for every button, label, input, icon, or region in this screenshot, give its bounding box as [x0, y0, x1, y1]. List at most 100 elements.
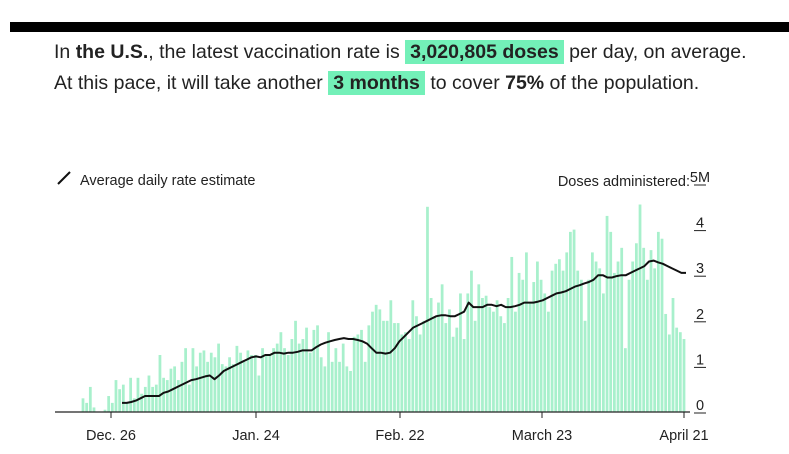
bar — [129, 377, 133, 412]
y-tick-label: 0 — [696, 398, 704, 414]
bar — [349, 370, 352, 412]
bar — [470, 270, 473, 412]
bar — [356, 334, 360, 412]
bar — [125, 402, 129, 412]
x-tick-label: Feb. 22 — [375, 428, 424, 444]
y-tick-label: 2 — [696, 307, 704, 323]
bar — [404, 332, 407, 412]
bar — [389, 300, 393, 412]
bar — [616, 261, 620, 412]
bar — [649, 250, 653, 412]
bar — [224, 366, 228, 412]
bar — [462, 339, 466, 412]
bar — [107, 396, 111, 412]
headline-text: , the latest vaccination rate is — [148, 41, 406, 63]
bar — [580, 279, 583, 412]
bar — [569, 231, 572, 412]
bar — [444, 323, 448, 412]
bar — [312, 329, 316, 412]
bar — [558, 259, 561, 412]
bar — [675, 327, 679, 412]
bar — [623, 348, 627, 412]
bar — [261, 348, 264, 412]
bar — [484, 295, 488, 412]
bar — [184, 348, 187, 412]
bar — [576, 270, 580, 412]
bar — [583, 320, 587, 412]
headline: In the U.S., the latest vaccination rate… — [54, 37, 754, 99]
bar — [290, 339, 294, 412]
bar — [393, 323, 396, 412]
vaccination-chart: Average daily rate estimate Doses admini… — [55, 170, 710, 444]
bar — [488, 307, 492, 412]
bar — [121, 384, 125, 412]
bar — [382, 320, 385, 412]
y-tick-label: 5M — [690, 170, 710, 186]
bar — [92, 407, 96, 412]
bar — [147, 375, 151, 412]
x-tick-label: March 23 — [512, 428, 572, 444]
bar — [645, 279, 649, 412]
headline-text: of the population. — [544, 72, 700, 94]
bar — [286, 355, 290, 412]
bar — [341, 343, 345, 412]
bar — [426, 206, 429, 412]
bar — [587, 279, 591, 412]
bar — [492, 311, 495, 412]
bar — [437, 302, 440, 412]
bar — [612, 272, 616, 412]
headline-duration-highlight: 3 months — [328, 71, 425, 95]
headline-text: per day, on average. At this pace, it wi… — [54, 41, 747, 94]
bar — [297, 343, 301, 412]
bar — [352, 336, 356, 412]
bar — [308, 352, 312, 412]
bar — [367, 325, 371, 412]
headline-text: to cover — [424, 72, 506, 94]
bar — [319, 357, 323, 412]
y-tick-label: 4 — [696, 216, 704, 232]
bar — [481, 298, 484, 412]
bar — [110, 402, 114, 412]
bar — [305, 327, 308, 412]
bar — [510, 256, 514, 412]
bar — [158, 355, 162, 412]
y-axis: 0 1 2 3 4 5M — [690, 170, 710, 414]
bar — [165, 380, 169, 412]
bar — [594, 261, 598, 412]
y-tick-label: 1 — [696, 352, 704, 368]
bar — [301, 339, 305, 412]
bar — [667, 334, 671, 412]
bar — [448, 309, 451, 412]
bar — [455, 327, 459, 412]
bar — [253, 355, 257, 412]
bar — [506, 298, 510, 412]
bar — [466, 293, 470, 412]
bar — [495, 300, 499, 412]
bar — [206, 361, 209, 412]
bar — [360, 329, 363, 412]
top-rule — [10, 22, 789, 32]
headline-region: the U.S. — [75, 41, 149, 63]
bar — [132, 398, 136, 412]
bar — [543, 293, 547, 412]
bar — [572, 229, 576, 412]
bar — [627, 279, 631, 412]
bar — [257, 375, 261, 412]
bar — [118, 389, 122, 412]
headline-text: In — [54, 41, 76, 63]
bar — [187, 384, 191, 412]
bar — [609, 231, 613, 412]
bars-group — [81, 204, 686, 412]
bar — [539, 279, 543, 412]
bar — [517, 272, 521, 412]
chart-container: Average daily rate estimate Doses admini… — [0, 160, 789, 449]
y-axis-label: Doses administered: — [558, 174, 690, 190]
bar — [231, 364, 235, 412]
bar — [638, 204, 642, 412]
bar — [180, 361, 184, 412]
average-line-group — [122, 259, 686, 404]
bar — [678, 332, 682, 412]
bar — [140, 393, 144, 412]
bar — [499, 316, 503, 412]
legend-label: Average daily rate estimate — [80, 173, 255, 189]
